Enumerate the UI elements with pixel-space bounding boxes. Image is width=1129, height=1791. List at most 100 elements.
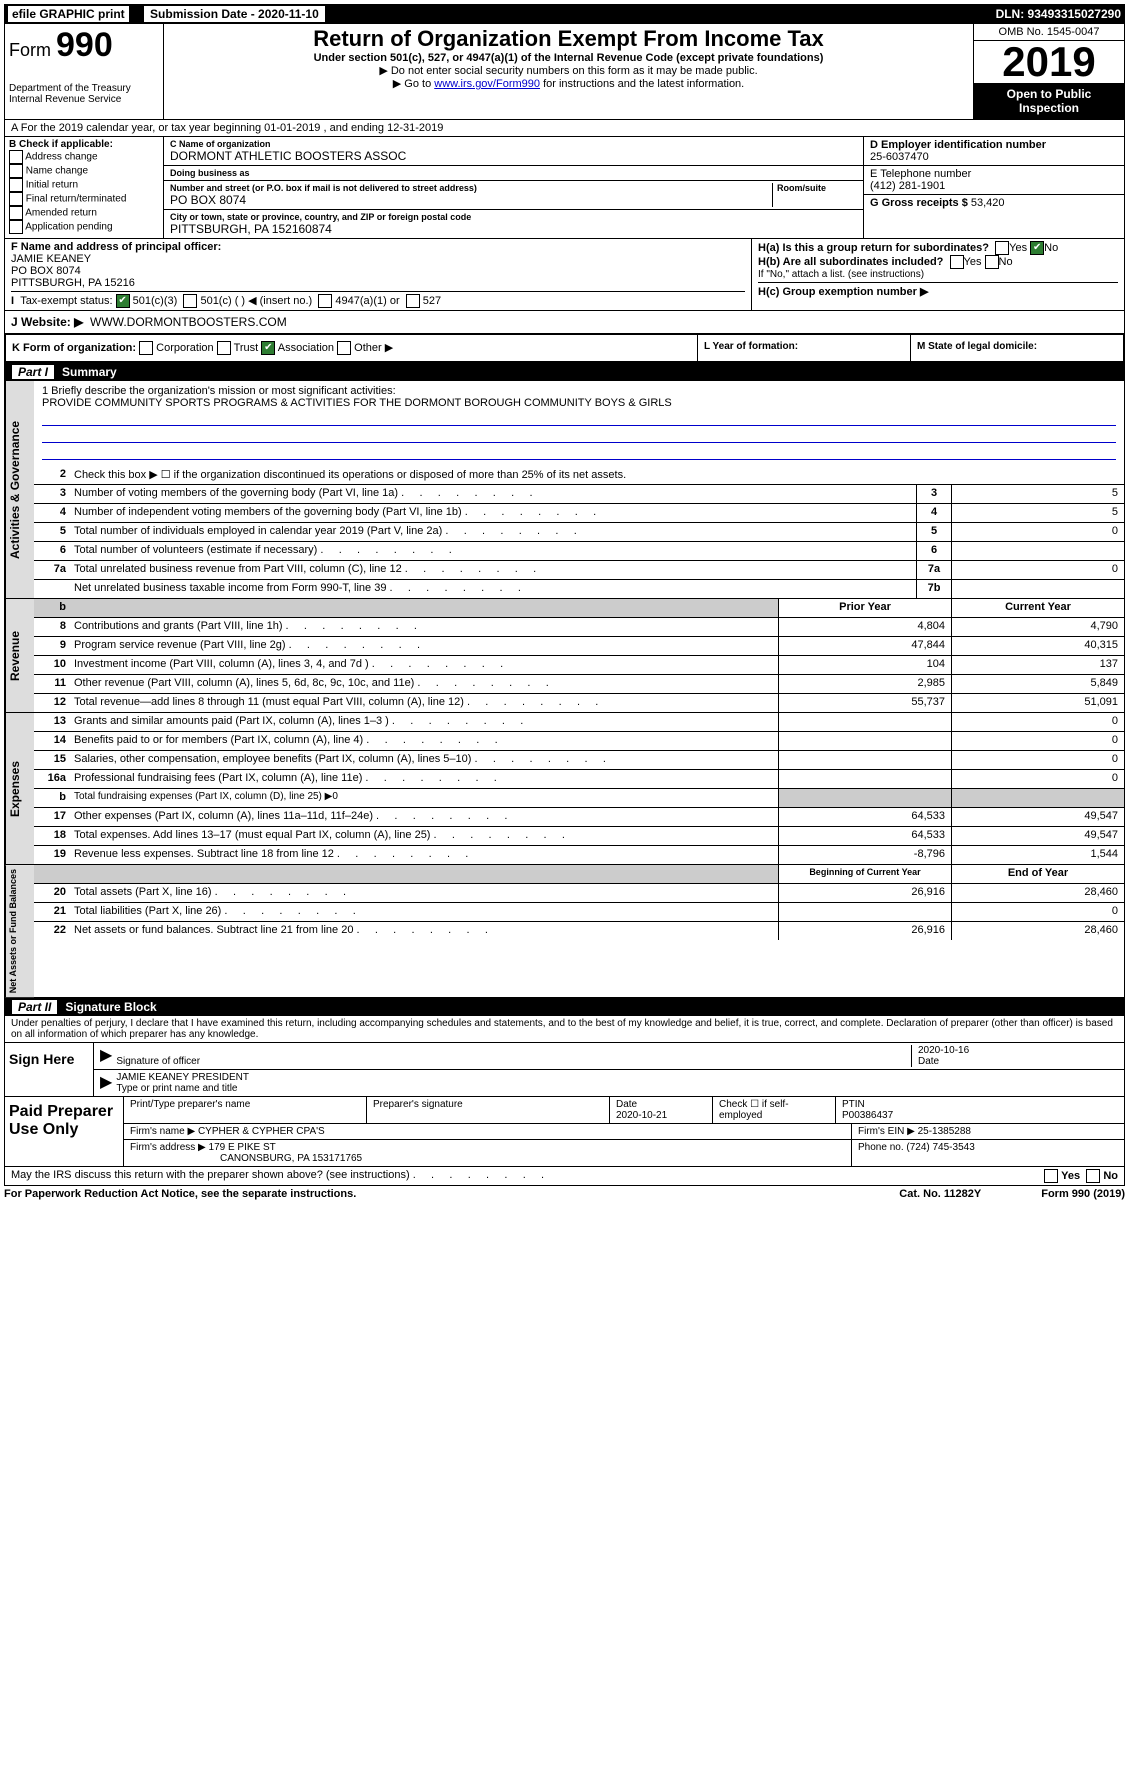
current-val: 1,544 [951,846,1124,864]
officer-addr1: PO BOX 8074 [11,265,81,277]
check-association[interactable]: ✔ [261,341,275,355]
prior-val: 47,844 [778,637,951,655]
efile-button[interactable]: efile GRAPHIC print [8,6,129,22]
line-desc: Total revenue—add lines 8 through 11 (mu… [70,694,778,712]
paid-preparer-label: Paid Preparer Use Only [5,1097,124,1166]
firm-phone: Phone no. (724) 745-3543 [852,1140,1124,1166]
tab-revenue: Revenue [5,599,34,712]
line-desc: Total fundraising expenses (Part IX, col… [70,789,778,807]
prior-val: 64,533 [778,827,951,845]
line-desc: Total number of individuals employed in … [70,523,916,541]
ptin: P00386437 [842,1110,893,1121]
tax-exempt-label: Tax-exempt status: [20,295,112,307]
self-employed: Check ☐ if self-employed [713,1097,836,1123]
prior-val: 26,916 [778,922,951,940]
current-val: 0 [951,903,1124,921]
current-val: 0 [951,751,1124,769]
discuss-question: May the IRS discuss this return with the… [11,1169,410,1183]
beg-year-hdr: Beginning of Current Year [778,865,951,883]
prior-val: 26,916 [778,884,951,902]
current-val: 137 [951,656,1124,674]
firm-addr: Firm's address ▶ 179 E PIKE ST [130,1142,276,1153]
prior-val: 2,985 [778,675,951,693]
tel-value: (412) 281-1901 [870,180,945,192]
line-desc: Other expenses (Part IX, column (A), lin… [70,808,778,826]
prior-val: 64,533 [778,808,951,826]
tax-year: 2019 [974,41,1124,83]
current-val: 28,460 [951,884,1124,902]
tab-netassets: Net Assets or Fund Balances [5,865,34,997]
line-desc: Total unrelated business revenue from Pa… [70,561,916,579]
form-header: Form 990 Department of the Treasury Inte… [4,24,1125,120]
org-name: DORMONT ATHLETIC BOOSTERS ASSOC [170,149,857,163]
line-desc: Professional fundraising fees (Part IX, … [70,770,778,788]
addr-value: PO BOX 8074 [170,193,772,207]
current-val: 0 [951,770,1124,788]
prior-val: 4,804 [778,618,951,636]
ha-label: H(a) Is this a group return for subordin… [758,242,989,254]
line-desc: Total number of volunteers (estimate if … [70,542,916,560]
line-desc: Total liabilities (Part X, line 26) [70,903,778,921]
part1-header: Part I Summary [4,363,1125,381]
cat-no: Cat. No. 11282Y [899,1188,981,1200]
ein-value: 25-6037470 [870,151,929,163]
current-val: 28,460 [951,922,1124,940]
hb-note: If "No," attach a list. (see instruction… [758,269,1118,280]
m-state: M State of legal domicile: [917,341,1037,352]
line-desc: Total expenses. Add lines 13–17 (must eq… [70,827,778,845]
ha-no[interactable]: ✔ [1030,241,1044,255]
prior-year-hdr: Prior Year [778,599,951,617]
current-val: 0 [951,732,1124,750]
form-word: Form [9,40,51,60]
open-to-public: Open to Public Inspection [974,83,1124,119]
tab-governance: Activities & Governance [5,381,34,598]
gross-value: 53,420 [971,197,1005,209]
name-label: C Name of organization [170,139,857,149]
submission-date: Submission Date - 2020-11-10 [144,6,325,22]
pra-notice: For Paperwork Reduction Act Notice, see … [4,1188,356,1200]
current-val: 5,849 [951,675,1124,693]
current-year-hdr: Current Year [951,599,1124,617]
top-bar: efile GRAPHIC print Submission Date - 20… [4,4,1125,24]
dept-treasury: Department of the Treasury Internal Reve… [9,83,159,105]
line-val [951,580,1124,598]
line-val [951,542,1124,560]
line-desc: Grants and similar amounts paid (Part IX… [70,713,778,731]
officer-name: JAMIE KEANEY [11,253,91,265]
col-b-checkboxes: B Check if applicable: Address change Na… [5,137,164,238]
hb-label: H(b) Are all subordinates included? [758,256,943,268]
prior-val [778,713,951,731]
line-val: 5 [951,504,1124,522]
form-subtitle: Under section 501(c), 527, or 4947(a)(1)… [170,52,967,64]
city-value: PITTSBURGH, PA 152160874 [170,222,857,236]
irs-link[interactable]: www.irs.gov/Form990 [434,78,540,90]
tab-expenses: Expenses [5,713,34,864]
prior-val: 104 [778,656,951,674]
line-desc: Net assets or fund balances. Subtract li… [70,922,778,940]
line-desc: Number of independent voting members of … [70,504,916,522]
current-val: 49,547 [951,827,1124,845]
ein-label: D Employer identification number [870,139,1046,151]
city-label: City or town, state or province, country… [170,212,857,222]
sign-date: 2020-10-16 [918,1045,1118,1056]
line-desc: Program service revenue (Part VIII, line… [70,637,778,655]
end-year-hdr: End of Year [951,865,1124,883]
line-val: 0 [951,561,1124,579]
check-501c3[interactable]: ✔ [116,294,130,308]
dln: DLN: 93493315027290 [996,7,1121,21]
k-label: K Form of organization: [12,342,136,354]
line-desc: Benefits paid to or for members (Part IX… [70,732,778,750]
hc-label: H(c) Group exemption number ▶ [758,286,928,298]
officer-addr2: PITTSBURGH, PA 15216 [11,277,135,289]
prior-val: 55,737 [778,694,951,712]
form-footer: Form 990 (2019) [1041,1188,1125,1200]
prior-val: -8,796 [778,846,951,864]
prior-val [778,751,951,769]
current-val: 40,315 [951,637,1124,655]
addr-label: Number and street (or P.O. box if mail i… [170,183,772,193]
row-a-period: A For the 2019 calendar year, or tax yea… [4,120,1125,137]
prep-sig-lbl: Preparer's signature [367,1097,610,1123]
line2-desc: Check this box ▶ ☐ if the organization d… [70,466,1124,484]
submission-label [137,7,140,21]
current-val: 49,547 [951,808,1124,826]
